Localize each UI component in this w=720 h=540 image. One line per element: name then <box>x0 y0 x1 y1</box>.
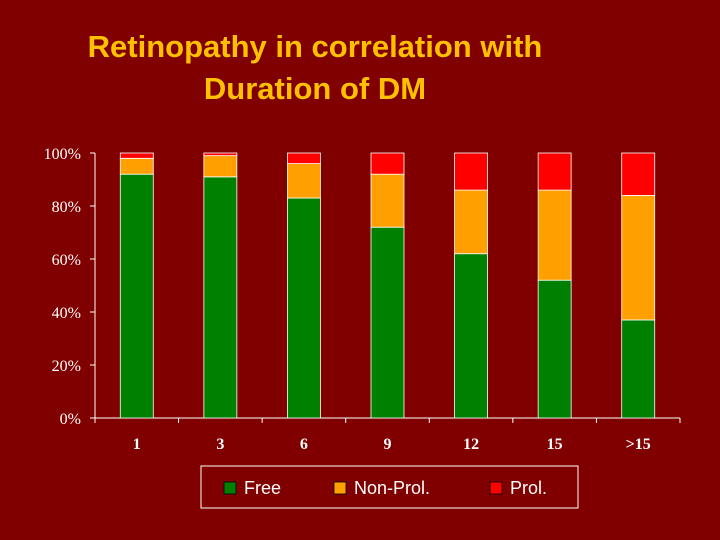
bar-nonprol-5 <box>537 189 572 281</box>
bar-free-0 <box>119 173 154 419</box>
bar-free-4 <box>454 253 488 419</box>
bar-nonprol-2 <box>287 163 321 199</box>
x-category-label: 3 <box>216 436 224 453</box>
bar-free-5 <box>537 279 572 419</box>
y-tick-label: 80% <box>52 199 81 216</box>
bar-free-3 <box>370 226 405 419</box>
bar-nonprol-4 <box>454 189 488 255</box>
bar-prol-0 <box>119 152 154 159</box>
y-tick-label: 0% <box>60 411 81 428</box>
bar-prol-4 <box>454 152 488 191</box>
x-category-label: 6 <box>300 436 308 453</box>
x-category-label: >15 <box>626 436 651 453</box>
legend-label: Non-Prol. <box>354 478 430 498</box>
legend-swatch-free <box>223 481 237 495</box>
y-tick-label: 60% <box>52 252 81 269</box>
bar-prol-2 <box>287 152 321 165</box>
title-line-2: Duration of DM <box>203 71 427 106</box>
bar-nonprol-0 <box>119 157 154 175</box>
legend-label: Free <box>244 478 281 498</box>
bar-nonprol-6 <box>621 194 656 321</box>
slide-title: Retinopathy in correlation with Duration… <box>0 26 630 110</box>
x-category-label: 9 <box>384 436 392 453</box>
bar-nonprol-3 <box>370 173 405 228</box>
legend-swatch-prol <box>489 481 503 495</box>
x-category-label: 15 <box>547 436 563 453</box>
x-category-label: 12 <box>463 436 479 453</box>
bar-prol-1 <box>203 152 238 157</box>
title-line-1: Retinopathy in correlation with <box>87 29 543 64</box>
y-tick-label: 40% <box>52 305 81 322</box>
x-category-label: 1 <box>133 436 141 453</box>
y-tick-label: 100% <box>44 146 81 163</box>
bar-free-2 <box>287 197 321 419</box>
bar-nonprol-1 <box>203 155 238 178</box>
legend-label: Prol. <box>510 478 547 498</box>
bar-free-1 <box>203 176 238 419</box>
y-tick-label: 20% <box>52 358 81 375</box>
legend-box <box>200 465 579 509</box>
bar-prol-6 <box>621 152 656 196</box>
bar-prol-3 <box>370 152 405 175</box>
bar-free-6 <box>621 319 656 419</box>
legend-swatch-nonprol <box>333 481 347 495</box>
bar-prol-5 <box>537 152 572 191</box>
